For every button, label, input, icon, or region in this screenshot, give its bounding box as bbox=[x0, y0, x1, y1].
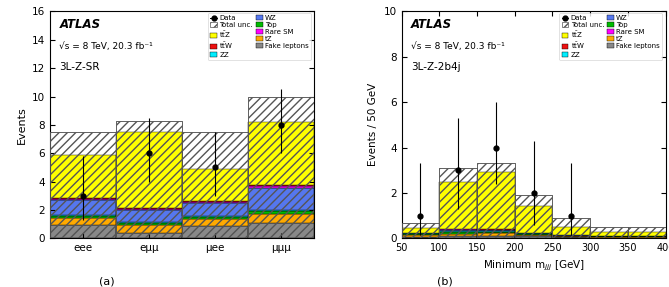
Legend: Data, Total unc., t$\bar{\rm t}$Z, t$\bar{\rm t}$W, ZZ, WZ, Top, Rare SM, tZ, Fa: Data, Total unc., t$\bar{\rm t}$Z, t$\ba… bbox=[559, 13, 662, 61]
Bar bbox=[248, 223, 314, 238]
Bar bbox=[50, 132, 116, 238]
Bar bbox=[401, 234, 440, 235]
Bar bbox=[116, 225, 182, 233]
Bar bbox=[553, 237, 590, 238]
Bar bbox=[401, 224, 440, 238]
Bar bbox=[182, 132, 248, 238]
Bar bbox=[440, 181, 477, 229]
Legend: Data, Total unc., t$\bar{\rm t}$Z, t$\bar{\rm t}$W, ZZ, WZ, Top, Rare SM, tZ, Fa: Data, Total unc., t$\bar{\rm t}$Z, t$\ba… bbox=[208, 13, 311, 61]
Bar bbox=[401, 233, 440, 234]
Bar bbox=[628, 227, 666, 238]
Bar bbox=[116, 208, 182, 209]
Bar bbox=[248, 185, 314, 186]
Bar bbox=[590, 236, 628, 238]
Text: 3L-Z-SR: 3L-Z-SR bbox=[60, 63, 100, 73]
Bar bbox=[440, 230, 477, 231]
Bar bbox=[590, 227, 628, 238]
Bar bbox=[440, 168, 477, 238]
Bar bbox=[50, 226, 116, 238]
Text: √s = 8 TeV, 20.3 fb⁻¹: √s = 8 TeV, 20.3 fb⁻¹ bbox=[60, 42, 153, 51]
Bar bbox=[182, 202, 248, 203]
Bar bbox=[116, 121, 182, 238]
Text: √s = 8 TeV, 20.3 fb⁻¹: √s = 8 TeV, 20.3 fb⁻¹ bbox=[411, 42, 504, 51]
Text: ATLAS: ATLAS bbox=[60, 18, 100, 31]
Bar bbox=[50, 132, 116, 238]
Bar bbox=[182, 216, 248, 217]
X-axis label: Minimum m$_{jjj}$ [GeV]: Minimum m$_{jjj}$ [GeV] bbox=[482, 259, 585, 273]
Text: (b): (b) bbox=[437, 276, 453, 286]
Bar bbox=[116, 210, 182, 222]
Bar bbox=[553, 218, 590, 238]
Bar bbox=[553, 227, 590, 235]
Bar bbox=[116, 233, 182, 238]
Bar bbox=[116, 223, 182, 225]
Bar bbox=[248, 122, 314, 185]
Bar bbox=[440, 232, 477, 234]
Bar bbox=[248, 188, 314, 210]
Bar bbox=[477, 163, 514, 238]
Bar bbox=[50, 218, 116, 226]
Bar bbox=[440, 231, 477, 232]
Bar bbox=[401, 224, 440, 238]
Bar bbox=[50, 155, 116, 198]
Bar bbox=[514, 236, 553, 238]
Bar bbox=[514, 195, 553, 238]
Bar bbox=[50, 215, 116, 216]
Bar bbox=[477, 232, 514, 233]
Y-axis label: Events / 50 GeV: Events / 50 GeV bbox=[368, 83, 378, 166]
Bar bbox=[182, 201, 248, 202]
Bar bbox=[477, 231, 514, 232]
Bar bbox=[590, 232, 628, 236]
Text: 3L-Z-2b4j: 3L-Z-2b4j bbox=[411, 63, 460, 73]
Bar bbox=[116, 222, 182, 223]
Bar bbox=[477, 163, 514, 238]
Bar bbox=[182, 203, 248, 216]
Bar bbox=[248, 214, 314, 223]
Text: (a): (a) bbox=[99, 276, 115, 286]
Bar bbox=[440, 168, 477, 238]
Bar bbox=[182, 132, 248, 238]
Bar bbox=[553, 218, 590, 238]
Bar bbox=[590, 227, 628, 238]
Bar bbox=[401, 228, 440, 232]
Bar bbox=[248, 186, 314, 188]
Bar bbox=[477, 172, 514, 229]
Bar bbox=[116, 132, 182, 208]
Bar bbox=[628, 232, 666, 236]
Bar bbox=[248, 96, 314, 238]
Text: ATLAS: ATLAS bbox=[411, 18, 452, 31]
Bar bbox=[182, 226, 248, 238]
Bar bbox=[116, 121, 182, 238]
Bar bbox=[553, 236, 590, 237]
Bar bbox=[50, 216, 116, 218]
Bar bbox=[628, 236, 666, 238]
Bar bbox=[401, 237, 440, 238]
Bar bbox=[477, 236, 514, 238]
Bar bbox=[50, 200, 116, 215]
Bar bbox=[50, 198, 116, 199]
Bar bbox=[182, 217, 248, 219]
Bar bbox=[440, 236, 477, 238]
Bar bbox=[401, 235, 440, 237]
Bar bbox=[514, 195, 553, 238]
Bar bbox=[440, 229, 477, 230]
Bar bbox=[514, 206, 553, 232]
Bar bbox=[248, 211, 314, 214]
Bar bbox=[628, 227, 666, 238]
Bar bbox=[440, 234, 477, 236]
Bar bbox=[182, 169, 248, 201]
Bar bbox=[248, 210, 314, 211]
Bar bbox=[50, 199, 116, 200]
Bar bbox=[477, 233, 514, 236]
Bar bbox=[182, 219, 248, 226]
Bar bbox=[477, 230, 514, 231]
Bar bbox=[514, 234, 553, 236]
Y-axis label: Events: Events bbox=[17, 106, 27, 144]
Bar bbox=[116, 209, 182, 210]
Bar bbox=[514, 233, 553, 234]
Bar bbox=[248, 96, 314, 238]
